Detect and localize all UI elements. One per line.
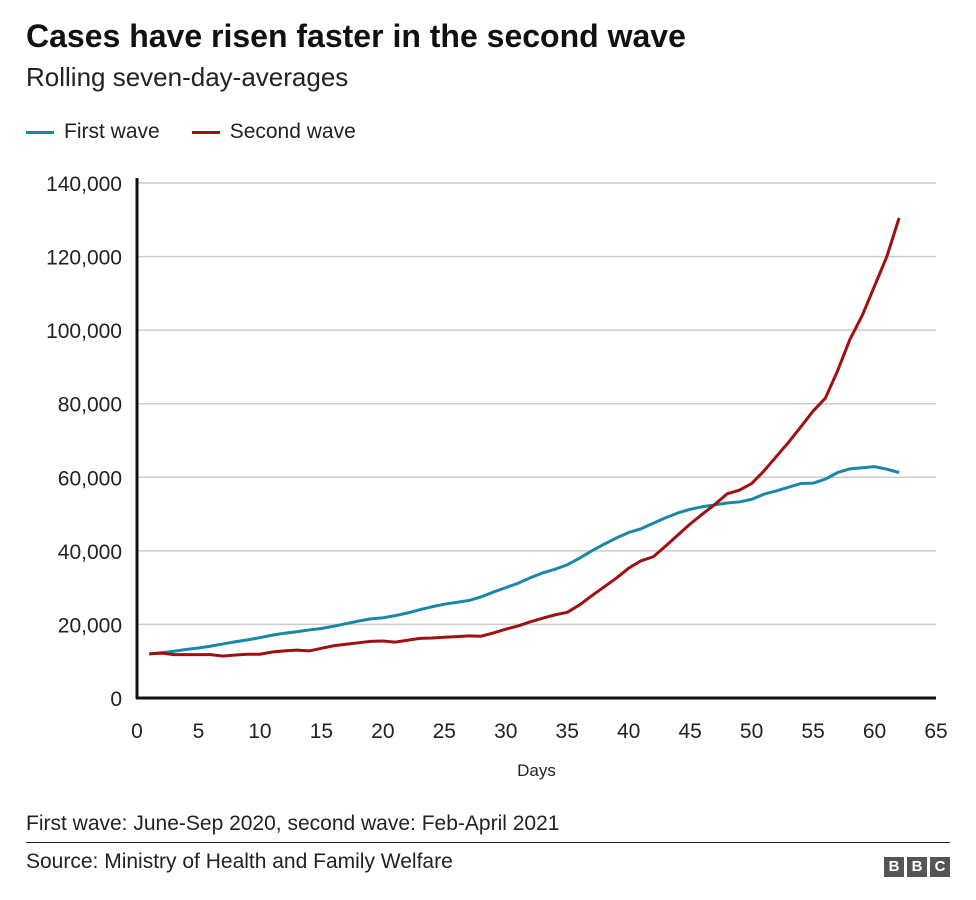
legend-item-second-wave: Second wave xyxy=(191,120,356,144)
x-tick-label: 30 xyxy=(494,720,517,743)
divider xyxy=(26,842,950,843)
source-text: Source: Ministry of Health and Family We… xyxy=(26,850,453,873)
legend-item-first-wave: First wave xyxy=(26,120,160,144)
x-tick-label: 5 xyxy=(193,720,205,743)
y-tick-label: 40,000 xyxy=(58,541,122,564)
x-tick-label: 20 xyxy=(371,720,394,743)
x-tick-label: 50 xyxy=(740,720,763,743)
y-tick-label: 120,000 xyxy=(46,247,122,270)
legend-swatch-first-wave xyxy=(26,130,54,134)
legend-label: Second wave xyxy=(229,120,356,143)
series-line-first-wave xyxy=(149,465,900,656)
x-tick-label: 10 xyxy=(248,720,271,743)
chart-subtitle: Rolling seven-day-averages xyxy=(26,62,349,92)
y-tick-label: 100,000 xyxy=(46,320,122,343)
footnote: First wave: June-Sep 2020, second wave: … xyxy=(26,812,560,835)
x-tick-label: 60 xyxy=(863,720,886,743)
x-tick-label: 35 xyxy=(556,720,579,743)
y-tick-label: 140,000 xyxy=(46,173,122,196)
legend-label: First wave xyxy=(64,120,160,143)
chart-title: Cases have risen faster in the second wa… xyxy=(26,18,686,54)
y-tick-label: 60,000 xyxy=(58,467,122,490)
x-tick-label: 0 xyxy=(131,720,143,743)
x-tick-label: 40 xyxy=(617,720,640,743)
y-tick-label: 20,000 xyxy=(58,614,122,637)
x-tick-label: 45 xyxy=(678,720,701,743)
x-tick-label: 25 xyxy=(433,720,456,743)
y-tick-label: 80,000 xyxy=(58,394,122,417)
y-tick-label: 0 xyxy=(110,688,122,711)
legend-swatch-second-wave xyxy=(191,130,220,134)
x-tick-label: 65 xyxy=(924,720,947,743)
x-tick-label: 15 xyxy=(310,720,333,743)
x-axis-label: Days xyxy=(517,761,556,780)
series-line-second-wave xyxy=(149,217,901,658)
x-tick-label: 55 xyxy=(801,720,824,743)
legend: First wave Second wave xyxy=(26,120,388,144)
